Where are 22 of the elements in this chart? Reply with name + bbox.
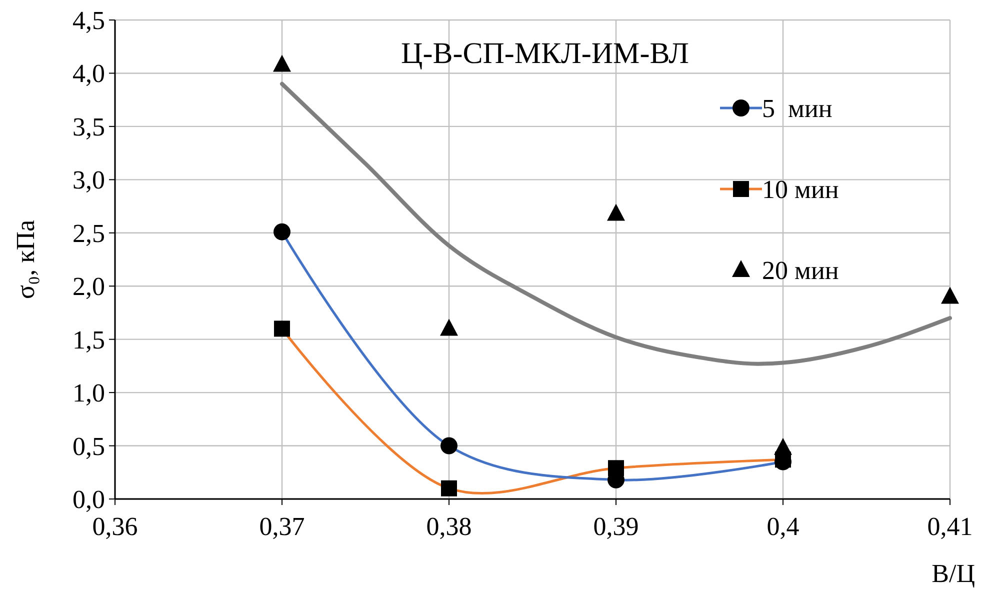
x-tick-label: 0,36 <box>92 512 138 541</box>
x-tick-label: 0,4 <box>766 512 800 541</box>
x-tick-label: 0,37 <box>259 512 305 541</box>
legend-label: 10 мин <box>762 175 839 204</box>
y-tick-label: 4,0 <box>72 59 105 88</box>
y-tick-label: 0,5 <box>72 432 105 461</box>
legend-label: 5 мин <box>762 94 832 123</box>
y-tick-label: 3,5 <box>72 112 105 142</box>
y-tick-label: 2,0 <box>72 272 105 302</box>
text: Ц-В-СП-МКЛ-ИМ-ВЛ <box>401 37 689 70</box>
y-tick-label: 3,0 <box>72 166 105 195</box>
x-tick-label: 0,41 <box>927 512 973 541</box>
y-tick-label: 2,5 <box>72 218 105 248</box>
x-tick-label: 0,38 <box>426 512 472 541</box>
y-tick-label: 1,5 <box>72 325 105 354</box>
x-axis-title: В/Ц <box>932 559 976 588</box>
y-axis-title: σ₀, кПа <box>11 220 40 300</box>
x-tick-label: 0,39 <box>593 512 639 541</box>
y-tick-label: 1,0 <box>72 378 105 408</box>
y-tick-label: 4,5 <box>72 6 105 35</box>
y-tick-label: 0,0 <box>72 485 105 514</box>
legend-label: 20 мин <box>762 256 839 285</box>
